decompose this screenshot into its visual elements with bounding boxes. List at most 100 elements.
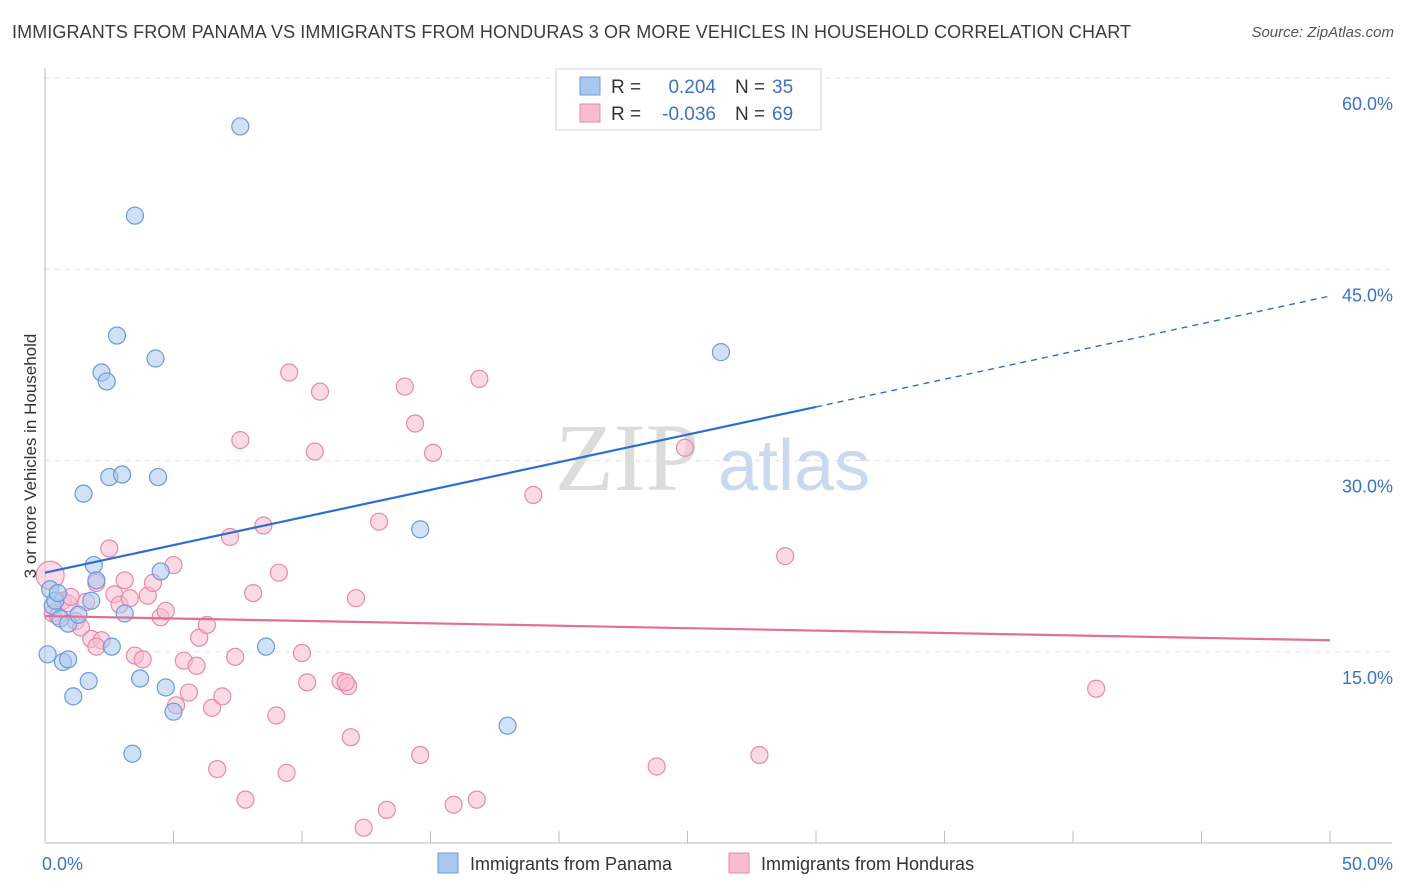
honduras-point-61	[647, 757, 666, 776]
panama-point-29	[231, 117, 250, 136]
panama-point-13	[84, 555, 103, 575]
honduras-point-16	[120, 589, 139, 608]
honduras-point-12	[100, 539, 119, 558]
honduras-point-27	[187, 656, 206, 675]
series-panama-points	[38, 117, 731, 763]
top-legend-r-value-1: -0.036	[662, 104, 716, 125]
panama-point-24	[146, 349, 165, 368]
panama-point-34	[711, 343, 731, 362]
honduras-point-63	[750, 745, 769, 765]
honduras-point-15	[115, 571, 134, 590]
honduras-point-58	[470, 369, 489, 388]
watermark: ZIP atlas	[555, 404, 870, 511]
honduras-point-36	[244, 583, 263, 603]
top-legend-r-value-0: 0.204	[668, 77, 716, 98]
honduras-point-39	[269, 563, 288, 582]
y-tick-label-1: 30.0%	[1342, 477, 1393, 497]
chart-title: IMMIGRANTS FROM PANAMA VS IMMIGRANTS FRO…	[12, 22, 1132, 42]
top-legend-n-label-1: N =	[735, 104, 765, 125]
honduras-point-40	[277, 763, 296, 782]
panama-point-31	[256, 637, 276, 656]
y-axis-label: 3 or more Vehicles in Household	[21, 334, 40, 579]
panama-point-26	[151, 562, 170, 581]
honduras-point-41	[280, 363, 299, 382]
honduras-point-57	[444, 795, 463, 814]
honduras-point-66	[231, 431, 250, 450]
honduras-point-43	[298, 673, 317, 692]
honduras-point-34	[226, 647, 245, 666]
panama-point-27	[156, 678, 175, 697]
panama-point-21	[115, 604, 134, 623]
honduras-point-32	[213, 687, 232, 706]
honduras-point-50	[354, 818, 373, 837]
x-tick-label-1: 50.0%	[1342, 854, 1393, 874]
honduras-point-54	[405, 414, 425, 433]
panama-point-9	[69, 605, 88, 624]
panama-point-32	[411, 520, 430, 539]
panama-point-25	[148, 467, 168, 487]
honduras-point-62	[675, 438, 695, 457]
panama-point-8	[64, 687, 83, 706]
honduras-point-38	[267, 706, 286, 725]
honduras-point-22	[156, 601, 175, 621]
bottom-legend-label-1: Immigrants from Honduras	[761, 854, 974, 874]
panama-point-6	[59, 650, 78, 669]
honduras-point-29	[197, 615, 217, 635]
panama-point-11	[79, 671, 98, 691]
panama-trend-line	[44, 405, 817, 574]
trend-lines	[44, 295, 1331, 642]
tick-labels: 15.0% 30.0% 45.0% 60.0% 0.0% 50.0%	[42, 94, 1393, 874]
grid	[45, 77, 1392, 653]
honduras-point-18	[133, 650, 152, 669]
honduras-point-48	[341, 728, 360, 747]
honduras-point-42	[292, 643, 312, 663]
honduras-point-60	[524, 485, 543, 505]
honduras-point-51	[370, 512, 389, 531]
honduras-point-35	[236, 790, 255, 809]
panama-point-23	[130, 669, 150, 688]
honduras-point-68	[336, 673, 355, 692]
honduras-point-67	[87, 637, 106, 656]
panama-point-12	[82, 591, 101, 610]
honduras-point-45	[310, 382, 330, 401]
y-tick-label-2: 45.0%	[1342, 285, 1393, 305]
series-honduras-points	[35, 363, 1106, 837]
panama-trend-extension	[815, 295, 1331, 408]
panama-point-18	[102, 637, 121, 656]
panama-point-14	[87, 571, 106, 590]
panama-point-19	[107, 326, 127, 345]
top-legend-r-label-0: R =	[611, 77, 641, 98]
honduras-point-55	[411, 745, 430, 765]
watermark-atlas: atlas	[718, 426, 870, 506]
honduras-point-64	[776, 547, 795, 566]
panama-point-3	[48, 583, 67, 603]
bottom-legend-label-0: Immigrants from Panama	[470, 854, 673, 874]
panama-point-30	[123, 744, 142, 763]
top-legend-swatch-0	[579, 76, 601, 96]
top-legend: R = 0.204 N = 35 R = -0.036 N = 69	[555, 68, 822, 131]
top-legend-n-value-0: 35	[772, 77, 793, 98]
honduras-point-59	[467, 790, 486, 809]
bottom-legend: Immigrants from Panama Immigrants from Ho…	[437, 852, 974, 874]
honduras-point-31	[208, 759, 227, 779]
honduras-point-49	[346, 589, 366, 608]
axes	[44, 68, 1392, 844]
honduras-point-53	[395, 377, 414, 396]
top-legend-n-label-0: N =	[735, 77, 765, 98]
panama-point-20	[112, 465, 132, 484]
panama-point-35	[38, 645, 57, 664]
honduras-point-30	[202, 698, 222, 717]
x-tick-label-0: 0.0%	[42, 854, 83, 874]
honduras-point-44	[305, 442, 324, 461]
y-tick-label-0: 15.0%	[1342, 668, 1393, 688]
honduras-point-65	[1087, 679, 1106, 698]
honduras-trend-line	[44, 614, 1331, 642]
top-legend-n-value-1: 69	[772, 104, 793, 125]
panama-point-16	[97, 372, 116, 391]
panama-point-28	[164, 702, 183, 721]
bottom-legend-swatch-0	[437, 852, 459, 874]
panama-point-10	[74, 484, 93, 503]
panama-point-22	[125, 206, 145, 225]
source-label: Source: ZipAtlas.com	[1251, 24, 1394, 41]
